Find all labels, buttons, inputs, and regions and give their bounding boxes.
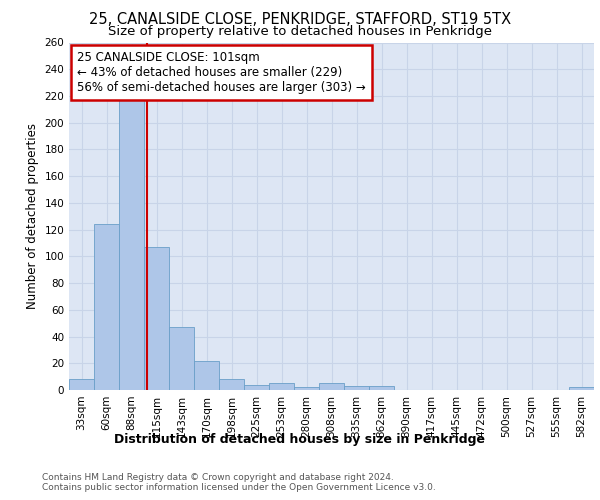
Bar bbox=[344, 386, 369, 390]
Bar bbox=[69, 380, 94, 390]
Text: Size of property relative to detached houses in Penkridge: Size of property relative to detached ho… bbox=[108, 25, 492, 38]
Text: 25, CANALSIDE CLOSE, PENKRIDGE, STAFFORD, ST19 5TX: 25, CANALSIDE CLOSE, PENKRIDGE, STAFFORD… bbox=[89, 12, 511, 28]
Bar bbox=[269, 384, 294, 390]
Bar bbox=[144, 247, 169, 390]
Bar bbox=[569, 388, 594, 390]
Bar bbox=[169, 327, 194, 390]
Bar bbox=[294, 388, 319, 390]
Text: 25 CANALSIDE CLOSE: 101sqm
← 43% of detached houses are smaller (229)
56% of sem: 25 CANALSIDE CLOSE: 101sqm ← 43% of deta… bbox=[77, 51, 365, 94]
Text: Contains HM Land Registry data © Crown copyright and database right 2024.
Contai: Contains HM Land Registry data © Crown c… bbox=[42, 472, 436, 492]
Text: Distribution of detached houses by size in Penkridge: Distribution of detached houses by size … bbox=[115, 432, 485, 446]
Bar bbox=[319, 384, 344, 390]
Bar bbox=[119, 98, 144, 390]
Bar bbox=[194, 360, 219, 390]
Bar bbox=[244, 384, 269, 390]
Y-axis label: Number of detached properties: Number of detached properties bbox=[26, 123, 39, 309]
Bar bbox=[94, 224, 119, 390]
Bar bbox=[369, 386, 394, 390]
Bar bbox=[219, 380, 244, 390]
